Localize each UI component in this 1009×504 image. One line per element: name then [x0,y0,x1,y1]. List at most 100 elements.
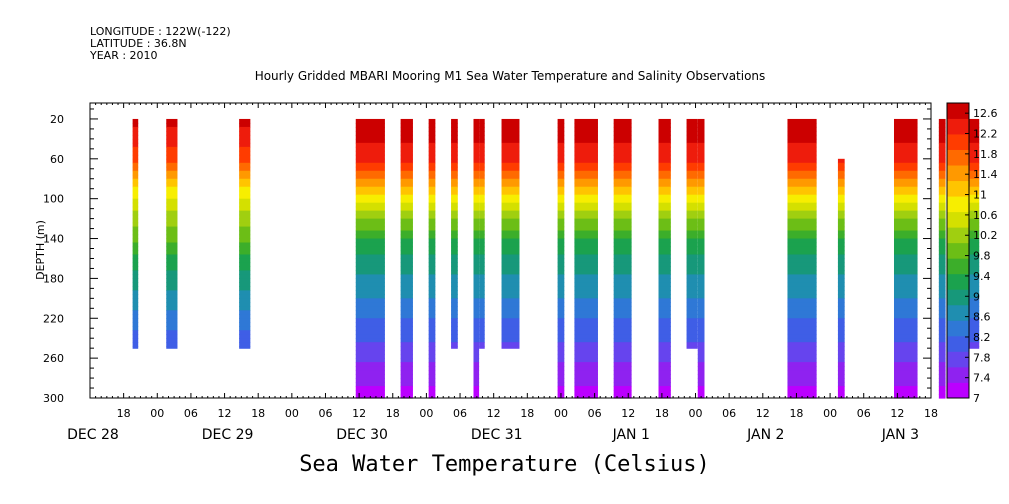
temperature-cell [355,250,385,256]
temperature-cell [428,386,436,391]
temperature-cell [166,182,178,188]
temperature-cell [961,322,980,327]
temperature-cell [428,378,436,383]
temperature-cell [557,182,565,188]
temperature-cell [787,278,817,283]
temperature-cell [613,318,632,323]
temperature-cell [479,310,485,315]
temperature-cell [355,298,385,303]
colorbar-label: 7.8 [973,351,991,364]
temperature-cell [787,170,817,176]
temperature-cell [451,286,458,291]
temperature-cell [938,138,946,144]
temperature-cell [428,278,436,283]
temperature-cell [355,162,385,168]
temperature-cell [479,298,485,303]
temperature-cell [355,326,385,331]
temperature-cell [837,238,845,244]
temperature-cell [239,254,251,260]
temperature-cell [837,298,845,303]
colorbar-swatch [947,351,969,368]
temperature-cell [166,298,178,303]
temperature-cell [837,290,845,295]
temperature-cell [400,310,413,315]
temperature-cell [166,154,178,160]
temperature-cell [428,322,436,327]
temperature-cell [501,254,520,260]
temperature-cell [239,346,251,349]
temperature-cell [893,274,918,280]
temperature-cell [658,366,671,371]
temperature-cell [400,370,413,375]
temperature-cell [501,178,520,184]
temperature-cell [574,270,598,276]
temperature-cell [613,390,632,395]
colorbar-label: 10.6 [973,209,998,222]
temperature-cell [837,342,845,347]
temperature-cell [132,214,139,220]
temperature-cell [961,266,980,272]
temperature-cell [787,230,817,236]
temperature-cell [613,366,632,371]
temperature-cell [557,362,565,367]
temperature-cell [428,266,436,272]
temperature-cell [400,222,413,228]
temperature-cell [501,246,520,252]
colorbar-label: 11.8 [973,148,998,161]
temperature-cell [961,290,980,295]
colorbar-frame [946,102,970,399]
temperature-cell [166,322,178,327]
temperature-cell [239,150,251,156]
temperature-cell [613,350,632,355]
temperature-cell [658,378,671,383]
temperature-cell [428,194,436,200]
temperature-cell [893,222,918,228]
temperature-cell [479,322,485,327]
temperature-cell [479,222,485,228]
temperature-cell [557,226,565,232]
temperature-cell [837,178,845,184]
colorbar-swatch [947,196,969,213]
temperature-cell [557,186,565,192]
temperature-cell [613,130,632,136]
temperature-cell [166,162,178,168]
temperature-cell [428,294,436,299]
temperature-cell [557,354,565,359]
temperature-cell [166,118,178,124]
temperature-cell [893,138,918,144]
data-column-17 [837,158,845,399]
temperature-cell [961,258,980,264]
temperature-cell [557,294,565,299]
temperature-cell [479,342,485,347]
temperature-cell [697,254,705,260]
temperature-cell [613,118,632,124]
temperature-cell [938,374,946,379]
temperature-cell [658,234,671,240]
temperature-cell [787,210,817,216]
temperature-cell [400,226,413,232]
temperature-cell [697,310,705,315]
temperature-cell [501,310,520,315]
temperature-cell [787,258,817,264]
temperature-cell [501,166,520,172]
temperature-cell [132,190,139,196]
temperature-cell [961,126,980,132]
temperature-cell [239,310,251,315]
temperature-cell [697,250,705,256]
temperature-cell [893,278,918,283]
temperature-cell [893,258,918,264]
temperature-cell [473,382,480,387]
temperature-cell [837,214,845,220]
temperature-cell [239,174,251,180]
temperature-cell [501,338,520,343]
temperature-cell [473,246,480,252]
temperature-cell [686,186,698,192]
temperature-cell [451,282,458,287]
temperature-cell [239,162,251,168]
temperature-cell [961,154,980,160]
temperature-cell [697,226,705,232]
temperature-cell [686,310,698,315]
temperature-cell [473,374,480,379]
temperature-cell [557,214,565,220]
temperature-cell [893,230,918,236]
